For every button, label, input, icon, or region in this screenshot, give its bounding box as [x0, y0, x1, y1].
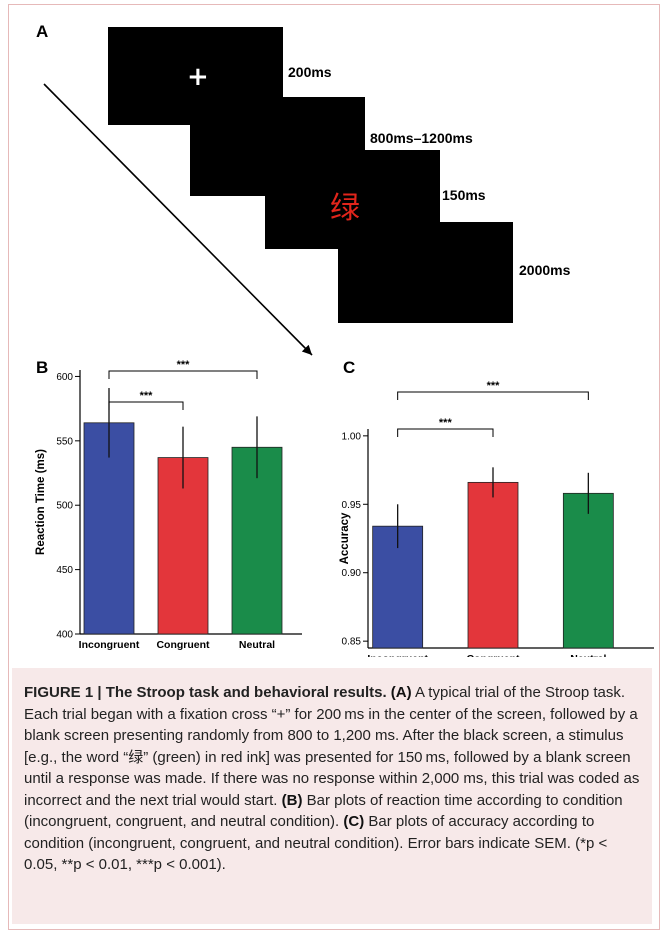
y-tick-label: 1.00	[342, 431, 362, 442]
time-stimulus: 150ms	[442, 187, 486, 203]
significance-bracket	[397, 391, 589, 400]
x-tick-label: Incongruent	[79, 639, 140, 651]
significance-bracket	[108, 370, 258, 379]
y-tick-label: 600	[56, 372, 73, 383]
panel-b-label: B	[36, 358, 49, 377]
bar	[467, 481, 519, 649]
figure-caption: FIGURE 1 | The Stroop task and behaviora…	[12, 668, 652, 924]
y-tick-label: 0.90	[342, 568, 362, 579]
time-fixation: 200ms	[288, 64, 332, 80]
x-tick-label: Incongruent	[367, 653, 428, 657]
panel-a-label: A	[36, 22, 49, 41]
caption-title: FIGURE 1 | The Stroop task and behaviora…	[24, 684, 387, 701]
fixation-cross: +	[187, 62, 209, 92]
caption-a-tag: (A)	[390, 684, 412, 701]
y-tick-label: 450	[56, 565, 73, 576]
significance-label: ***	[487, 380, 501, 392]
y-tick-label: 0.95	[342, 500, 362, 511]
bar	[562, 492, 614, 649]
significance-label: ***	[177, 359, 191, 371]
response-screen	[338, 222, 513, 323]
stimulus-word: 绿	[330, 191, 360, 226]
x-tick-label: Congruent	[156, 639, 210, 651]
y-axis-label: Accuracy	[339, 512, 351, 564]
x-tick-label: Neutral	[239, 639, 275, 651]
accuracy-chart: 0.85 0.90 0.95 1.00 Accuracy Incongruent Congr…	[339, 380, 654, 657]
bar	[83, 422, 135, 635]
significance-bracket	[108, 401, 184, 410]
time-response: 2000ms	[519, 262, 571, 278]
time-blank: 800ms–1200ms	[370, 130, 473, 146]
reaction-time-chart: 400 450 500 550 600 Reaction Time (ms) Incongr…	[35, 359, 302, 651]
caption-c-tag: (C)	[343, 813, 365, 830]
y-tick-label: 500	[56, 501, 73, 512]
caption-c-text: Bar plots of accuracy according to condi…	[24, 813, 608, 873]
significance-label: ***	[439, 417, 453, 429]
x-tick-label: Neutral	[570, 653, 606, 657]
figure-frame	[8, 4, 660, 930]
y-axis-label: Reaction Time (ms)	[35, 449, 47, 555]
bar	[231, 446, 283, 635]
caption-b-text: Bar plots of reaction time according to …	[24, 791, 623, 831]
y-tick-label: 400	[56, 630, 73, 641]
significance-label: ***	[140, 390, 154, 402]
caption-a-text: A typical trial of the Stroop task. Each…	[24, 684, 640, 809]
x-tick-label: Congruent	[466, 653, 520, 657]
timeline-arrow	[43, 83, 313, 356]
y-tick-label: 550	[56, 436, 73, 447]
y-tick-label: 0.85	[342, 637, 362, 648]
significance-bracket	[397, 428, 494, 437]
caption-b-tag: (B)	[281, 791, 303, 809]
panel-c-label: C	[343, 358, 356, 377]
